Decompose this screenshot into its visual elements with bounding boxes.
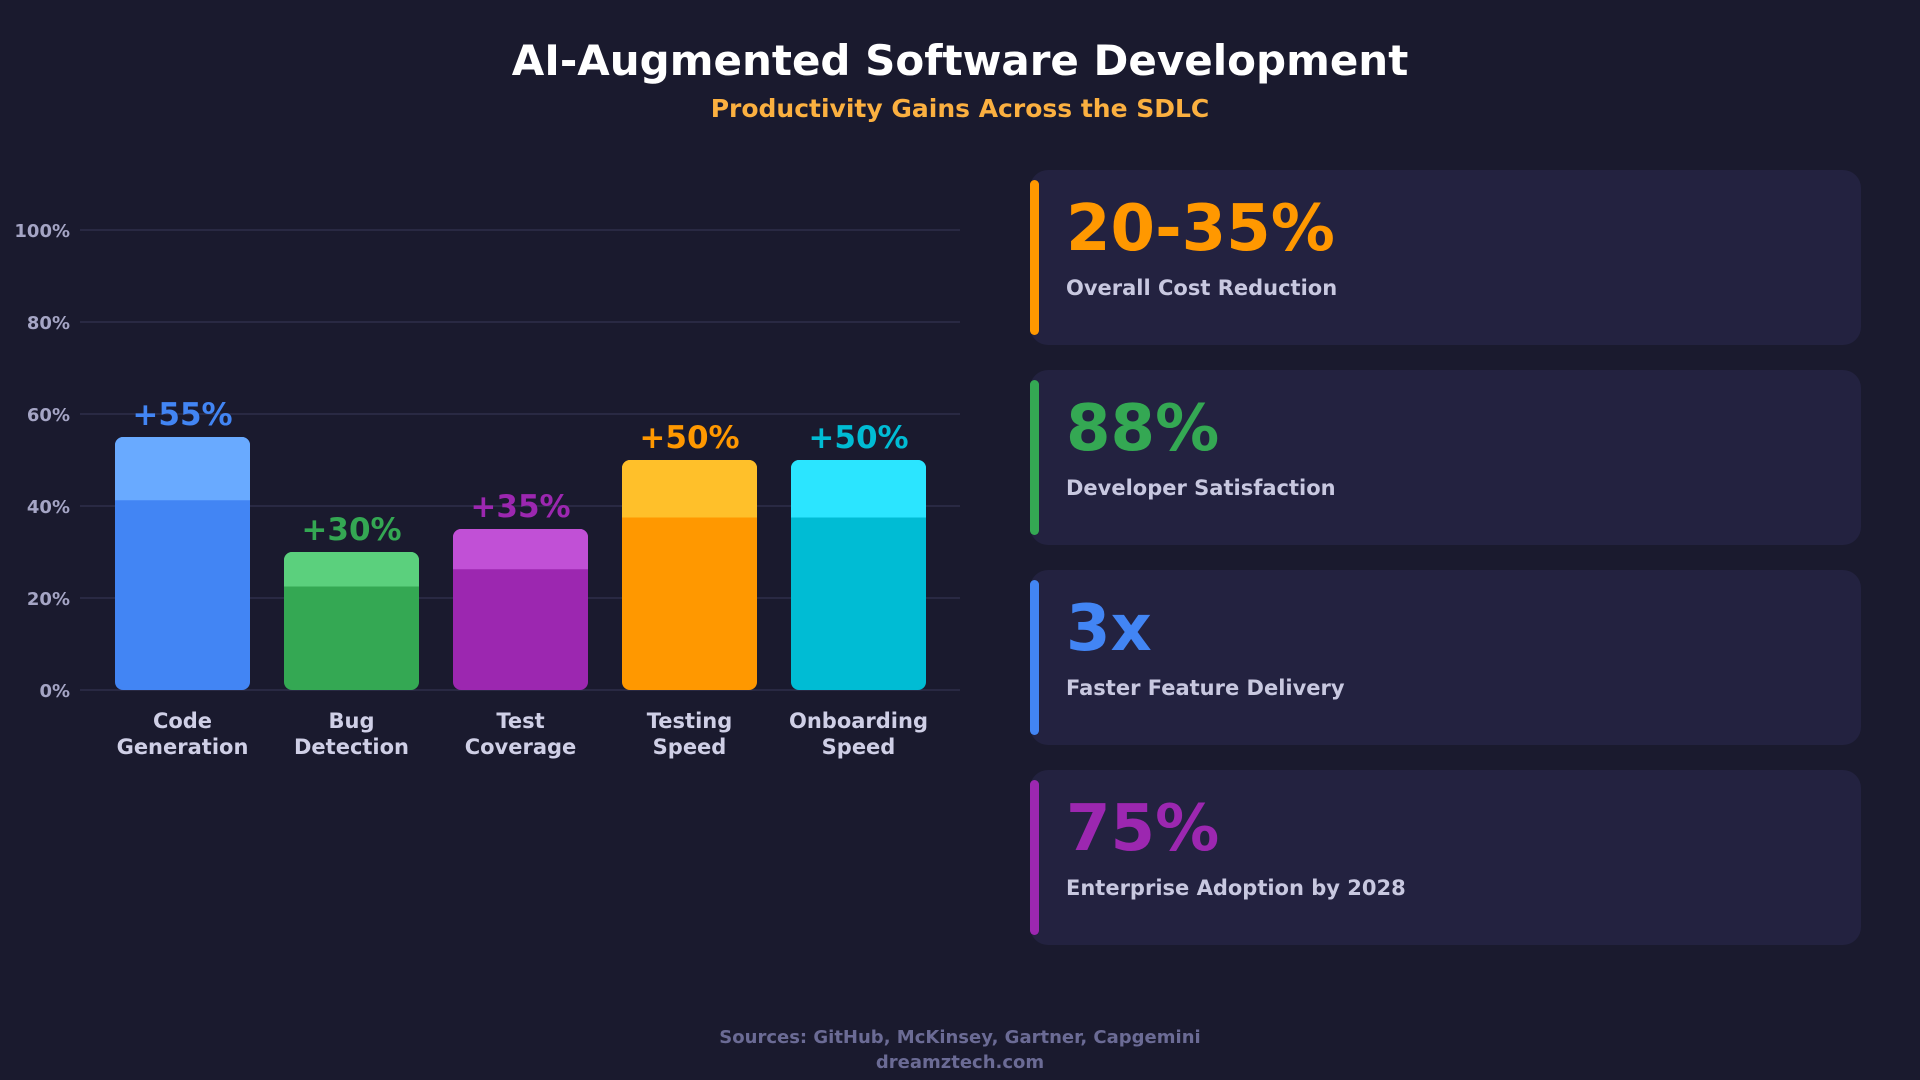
stat-label: Enterprise Adoption by 2028: [1066, 876, 1406, 900]
bar-highlight: [791, 460, 926, 518]
category-label: Coverage: [465, 735, 577, 759]
bar-value-label: +50%: [639, 420, 739, 456]
stat-card: 3x Faster Feature Delivery: [1030, 570, 1861, 745]
stat-value: 20-35%: [1066, 192, 1335, 266]
category-label: Onboarding: [789, 709, 928, 733]
category-label: Speed: [822, 735, 896, 759]
stat-value: 88%: [1066, 392, 1220, 466]
category-label: Speed: [653, 735, 727, 759]
bar-highlight: [453, 529, 588, 570]
bar-value-label: +35%: [470, 489, 570, 525]
stat-label: Faster Feature Delivery: [1066, 676, 1345, 700]
bar-highlight: [115, 437, 250, 501]
stat-label: Developer Satisfaction: [1066, 476, 1336, 500]
stat-label: Overall Cost Reduction: [1066, 276, 1338, 300]
card-accent-bar: [1030, 380, 1039, 535]
bar-value-label: +55%: [132, 397, 232, 433]
card-accent-bar: [1030, 180, 1039, 335]
bar-highlight: [622, 460, 757, 518]
y-tick-label: 40%: [27, 497, 70, 518]
category-label: Bug: [329, 709, 375, 733]
stat-value: 3x: [1066, 592, 1152, 666]
y-tick-label: 60%: [27, 405, 70, 426]
y-tick-label: 100%: [14, 221, 70, 242]
y-tick-label: 0%: [39, 681, 70, 702]
stat-card: 88% Developer Satisfaction: [1030, 370, 1861, 545]
stat-card: 75% Enterprise Adoption by 2028: [1030, 770, 1861, 945]
bar-highlight: [284, 552, 419, 587]
category-label: Detection: [294, 735, 409, 759]
y-tick-label: 80%: [27, 313, 70, 334]
bar-value-label: +30%: [301, 512, 401, 548]
card-accent-bar: [1030, 580, 1039, 735]
card-accent-bar: [1030, 780, 1039, 935]
bar-value-label: +50%: [808, 420, 908, 456]
category-label: Generation: [117, 735, 249, 759]
page-subtitle: Productivity Gains Across the SDLC: [710, 94, 1210, 123]
stat-card: 20-35% Overall Cost Reduction: [1030, 170, 1861, 345]
site-text: dreamztech.com: [875, 1052, 1045, 1073]
category-label: Testing: [647, 709, 733, 733]
category-label: Code: [153, 709, 212, 733]
page-title: AI-Augmented Software Development: [511, 36, 1409, 85]
y-tick-label: 20%: [27, 589, 70, 610]
sources-text: Sources: GitHub, McKinsey, Gartner, Capg…: [719, 1027, 1201, 1048]
category-label: Test: [496, 709, 544, 733]
stat-value: 75%: [1066, 792, 1220, 866]
